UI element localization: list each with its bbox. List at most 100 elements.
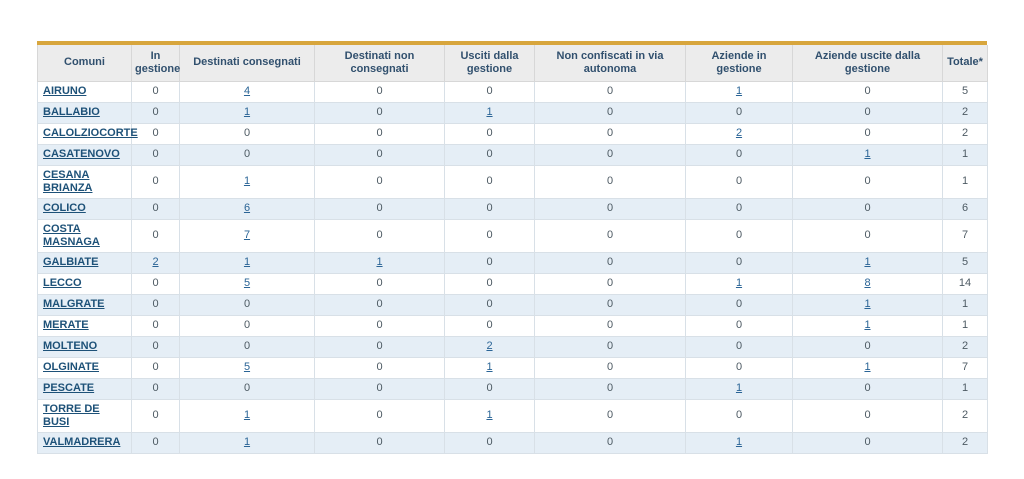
value-cell: 0: [685, 335, 793, 358]
value-link[interactable]: 1: [735, 382, 743, 394]
municipalities-data-table: Comuni In gestione Destinati consegnati Des…: [37, 45, 988, 454]
totale-cell: 5: [942, 251, 988, 274]
value-cell: 0: [685, 314, 793, 337]
value-cell: 0: [444, 272, 535, 295]
value-link[interactable]: 7: [243, 229, 251, 241]
comune-link[interactable]: OLGINATE: [43, 361, 100, 373]
comune-link[interactable]: CASATENOVO: [43, 148, 120, 160]
value-link[interactable]: 1: [243, 175, 251, 187]
comune-link[interactable]: PESCATE: [43, 382, 95, 394]
comune-cell: LECCO: [37, 272, 132, 295]
value-link[interactable]: 1: [864, 148, 871, 160]
value-link[interactable]: 1: [864, 361, 871, 373]
value-cell: 0: [685, 197, 793, 220]
value-cell: 0: [314, 314, 445, 337]
value-cell: 1: [444, 356, 535, 379]
comune-cell: MOLTENO: [37, 335, 132, 358]
column-header-non-confiscati-in-via-autonoma: Non confiscati in via autonoma: [534, 45, 686, 82]
comune-link[interactable]: MALGRATE: [43, 298, 105, 310]
value-link[interactable]: 1: [864, 256, 871, 268]
value-cell: 0: [179, 314, 315, 337]
value-cell: 0: [792, 431, 943, 454]
value-cell: 0: [179, 335, 315, 358]
value-link[interactable]: 5: [243, 277, 251, 289]
value-cell: 0: [444, 122, 535, 145]
value-link[interactable]: 6: [243, 202, 251, 214]
value-link[interactable]: 1: [376, 256, 383, 268]
value-link[interactable]: 1: [735, 85, 743, 97]
value-cell: 0: [792, 197, 943, 220]
column-header-comuni: Comuni: [37, 45, 132, 82]
totale-cell: 2: [942, 398, 988, 433]
value-link[interactable]: 1: [864, 298, 871, 310]
value-cell: 0: [314, 272, 445, 295]
value-link[interactable]: 1: [243, 106, 251, 118]
value-link[interactable]: 8: [864, 277, 871, 289]
value-cell: 0: [792, 164, 943, 199]
value-cell: 7: [179, 218, 315, 253]
value-cell: 1: [179, 398, 315, 433]
value-cell: 0: [131, 197, 180, 220]
value-cell: 0: [534, 197, 686, 220]
value-cell: 0: [131, 272, 180, 295]
value-cell: 1: [792, 143, 943, 166]
value-cell: 0: [314, 164, 445, 199]
value-cell: 1: [444, 398, 535, 433]
comune-link[interactable]: CALOLZIOCORTE: [43, 127, 138, 139]
comune-link[interactable]: TORRE DE BUSI: [43, 402, 100, 428]
value-link[interactable]: 2: [152, 256, 159, 268]
value-link[interactable]: 1: [864, 319, 871, 331]
comune-link[interactable]: MOLTENO: [43, 340, 98, 352]
comune-link[interactable]: LECCO: [43, 277, 82, 289]
comune-link[interactable]: COLICO: [43, 202, 86, 214]
value-cell: 0: [131, 218, 180, 253]
value-cell: 1: [314, 251, 445, 274]
totale-cell: 2: [942, 101, 988, 124]
value-cell: 0: [444, 218, 535, 253]
table-row: CALOLZIOCORTE 0 0 0 0 0 2 0 2: [37, 122, 988, 145]
totale-cell: 5: [942, 80, 988, 103]
comune-link[interactable]: VALMADRERA: [43, 436, 121, 448]
comune-link[interactable]: BALLABIO: [43, 106, 100, 118]
value-cell: 0: [444, 80, 535, 103]
value-cell: 0: [534, 377, 686, 400]
comune-link[interactable]: COSTA MASNAGA: [43, 222, 100, 248]
column-header-destinati-consegnati: Destinati consegnati: [179, 45, 315, 82]
value-link[interactable]: 5: [243, 361, 251, 373]
comune-cell: COLICO: [37, 197, 132, 220]
value-cell: 0: [444, 314, 535, 337]
value-cell: 0: [314, 377, 445, 400]
value-link[interactable]: 1: [735, 277, 743, 289]
totale-cell: 2: [942, 335, 988, 358]
value-link[interactable]: 1: [486, 361, 493, 373]
value-cell: 0: [534, 164, 686, 199]
value-cell: 0: [685, 218, 793, 253]
value-link[interactable]: 1: [243, 256, 251, 268]
value-link[interactable]: 1: [486, 106, 493, 118]
table-row: BALLABIO 0 1 0 1 0 0 0 2: [37, 101, 988, 124]
value-cell: 0: [792, 377, 943, 400]
value-link[interactable]: 2: [486, 340, 493, 352]
value-cell: 0: [534, 251, 686, 274]
value-link[interactable]: 1: [735, 436, 743, 448]
value-cell: 1: [792, 293, 943, 316]
comune-link[interactable]: AIRUNO: [43, 85, 87, 97]
value-cell: 1: [179, 251, 315, 274]
column-header-in-gestione: In gestione: [131, 45, 180, 82]
column-header-usciti-dalla-gestione: Usciti dalla gestione: [444, 45, 535, 82]
totale-cell: 1: [942, 377, 988, 400]
value-link[interactable]: 2: [735, 127, 743, 139]
value-cell: 0: [534, 143, 686, 166]
comune-link[interactable]: CESANA BRIANZA: [43, 168, 93, 194]
comune-link[interactable]: GALBIATE: [43, 256, 99, 268]
value-cell: 1: [685, 377, 793, 400]
value-link[interactable]: 4: [243, 85, 251, 97]
value-link[interactable]: 1: [243, 409, 251, 421]
comune-link[interactable]: MERATE: [43, 319, 89, 331]
value-cell: 0: [534, 218, 686, 253]
comune-cell: OLGINATE: [37, 356, 132, 379]
value-cell: 0: [131, 398, 180, 433]
value-link[interactable]: 1: [486, 409, 493, 421]
value-link[interactable]: 1: [243, 436, 251, 448]
